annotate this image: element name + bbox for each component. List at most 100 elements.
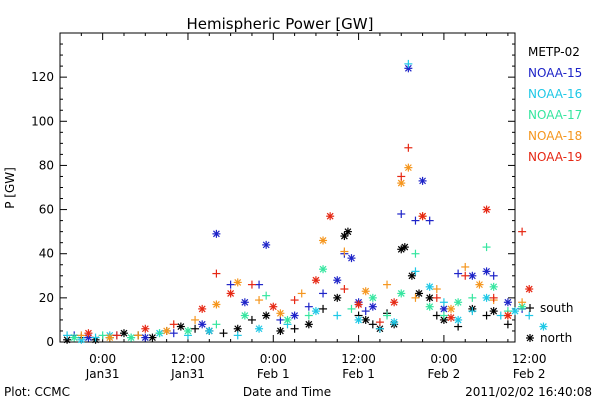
data-point-north — [404, 163, 413, 172]
data-point-north — [176, 322, 185, 331]
data-point-south — [468, 293, 477, 302]
data-point-north — [489, 307, 498, 316]
data-point-south — [155, 329, 164, 338]
x-tick-label-date: Feb 2 — [513, 367, 546, 381]
chart-title: Hemispheric Power [GW] — [187, 15, 374, 33]
data-point-north — [525, 285, 534, 294]
data-point-north — [361, 287, 370, 296]
data-point-south — [304, 302, 313, 311]
data-point-north — [319, 236, 328, 245]
data-point-north — [262, 311, 271, 320]
data-point-north — [233, 278, 242, 287]
data-point-north — [290, 311, 299, 320]
x-tick-label-time: 0:00 — [260, 352, 287, 366]
data-point-north — [333, 276, 342, 285]
data-point-north — [340, 232, 349, 241]
data-point-north — [333, 293, 342, 302]
data-point-south — [233, 331, 242, 340]
data-point-north — [418, 212, 427, 221]
data-point-north — [518, 302, 527, 311]
data-point-south — [226, 280, 235, 289]
data-point-north — [212, 229, 221, 238]
data-point-south — [212, 320, 221, 329]
data-point-north — [183, 326, 192, 335]
data-point-north — [148, 333, 157, 342]
data-point-north — [311, 276, 320, 285]
data-point-south — [518, 298, 527, 307]
x-tick-label-date: Feb 1 — [257, 367, 290, 381]
legend-entry: NOAA-19 — [528, 150, 582, 164]
footer-plot-source: Plot: CCMC — [4, 385, 70, 399]
data-point-north — [418, 176, 427, 185]
data-point-north — [475, 280, 484, 289]
data-point-north — [354, 315, 363, 324]
data-point-south — [169, 320, 178, 329]
data-point-north — [162, 326, 171, 335]
data-point-south — [340, 247, 349, 256]
data-point-north — [304, 320, 313, 329]
data-point-south — [219, 329, 228, 338]
data-point-north — [276, 326, 285, 335]
data-point-north — [454, 298, 463, 307]
data-point-north — [482, 267, 491, 276]
data-point-south — [468, 307, 477, 316]
data-point-south — [255, 296, 264, 305]
data-point-south — [432, 285, 441, 294]
data-point-south — [297, 289, 306, 298]
data-point-south — [411, 267, 420, 276]
data-point-south — [169, 329, 178, 338]
data-point-north — [511, 307, 519, 316]
symbol-legend-label: north — [540, 331, 572, 345]
data-point-north — [425, 302, 434, 311]
data-point-south — [518, 227, 527, 236]
data-point-north — [503, 298, 512, 307]
data-point-south — [503, 320, 512, 329]
data-point-north — [354, 300, 363, 309]
x-tick-label-time: 12:00 — [512, 352, 547, 366]
data-point-south — [290, 324, 299, 333]
data-point-north — [447, 313, 456, 322]
data-point-north — [326, 212, 335, 221]
data-point-north — [198, 320, 207, 329]
data-point-north — [489, 282, 498, 291]
data-point-south — [489, 293, 498, 302]
y-tick-label: 40 — [39, 247, 54, 261]
legend-entry: NOAA-17 — [528, 108, 582, 122]
data-point-south — [439, 311, 448, 320]
legend-entry: NOAA-16 — [528, 87, 582, 101]
x-tick-label-time: 12:00 — [171, 352, 206, 366]
data-point-south — [383, 311, 392, 320]
x-tick-label-date: Jan31 — [85, 367, 120, 381]
data-point-north — [343, 227, 352, 236]
data-point-north — [407, 271, 416, 280]
data-point-south — [461, 262, 470, 271]
data-point-north — [198, 304, 207, 313]
data-point-north — [119, 329, 128, 338]
data-point-north — [276, 309, 285, 318]
data-point-south — [496, 311, 505, 320]
x-tick-label-date: Feb 2 — [428, 367, 461, 381]
x-tick-label-date: Feb 1 — [342, 367, 375, 381]
x-tick-label-time: 12:00 — [341, 352, 376, 366]
data-point-north — [368, 302, 377, 311]
data-point-north — [141, 324, 150, 333]
data-point-south — [255, 280, 264, 289]
data-point-south — [247, 280, 256, 289]
data-point-north — [255, 324, 264, 333]
data-point-south — [525, 311, 534, 320]
data-point-north — [84, 329, 93, 338]
data-point-south — [212, 269, 221, 278]
data-point-south — [262, 291, 271, 300]
y-tick-label: 20 — [39, 291, 54, 305]
data-point-south — [347, 304, 356, 313]
data-point-north — [390, 298, 399, 307]
data-point-south — [319, 304, 328, 313]
x-tick-label-time: 0:00 — [89, 352, 116, 366]
legend-entry: NOAA-15 — [528, 66, 582, 80]
data-point-north — [404, 64, 413, 73]
data-point-south — [77, 331, 86, 340]
data-point-north — [347, 254, 356, 263]
y-axis: 0 20 40 60 80 100 120 — [31, 32, 515, 349]
